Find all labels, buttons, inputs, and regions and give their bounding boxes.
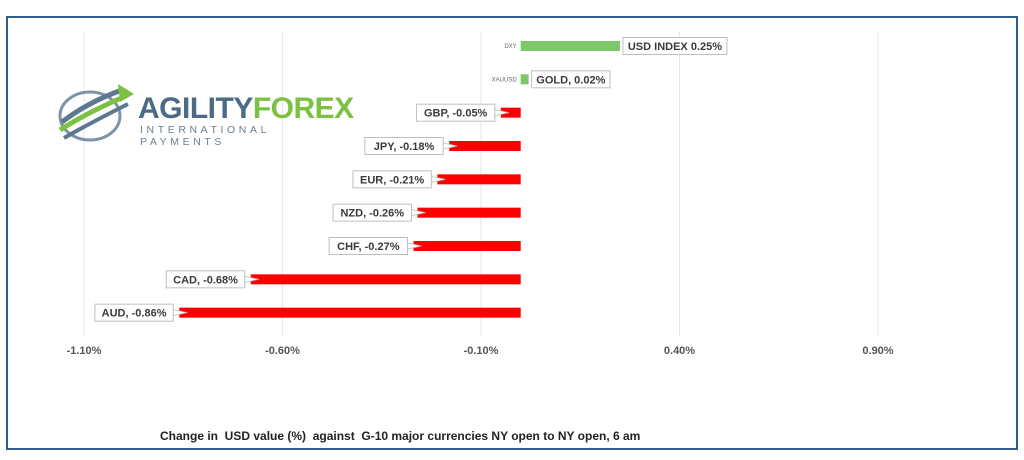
bar-chart: DXY USD INDEX 0.25% XAUUSD GOLD, 0.02% GBP, … xyxy=(67,32,894,357)
logo-wordmark: AGILITYFOREX xyxy=(138,92,354,125)
category-label: DXY xyxy=(504,44,516,50)
data-label: AUD, -0.86% xyxy=(102,308,167,320)
agility-forex-logo: AGILITYFOREX INTERNATIONAL PAYMENTS xyxy=(52,82,354,148)
bar-eur xyxy=(437,174,521,185)
x-tick-label: 0.40% xyxy=(664,345,695,357)
data-label: GBP, -0.05% xyxy=(424,108,488,120)
data-label-pointer xyxy=(411,209,426,217)
bar-gbp xyxy=(500,107,521,118)
data-label: JPY, -0.18% xyxy=(374,141,435,153)
x-axis-ticks: -1.10% -0.60% -0.10% 0.40% 0.90% xyxy=(67,345,894,357)
bar-dxy xyxy=(520,41,620,51)
data-label: EUR, -0.21% xyxy=(360,174,424,186)
chart-caption: Change in USD value (%) against G-10 maj… xyxy=(160,429,641,443)
bar-aud xyxy=(179,307,521,318)
globe-arrow-icon xyxy=(58,84,134,142)
logo-subtitle: INTERNATIONAL PAYMENTS xyxy=(140,124,270,148)
x-tick-label: -1.10% xyxy=(67,345,102,357)
bar-chf xyxy=(413,241,521,251)
category-label: XAUUSD xyxy=(492,77,518,83)
data-label-box xyxy=(531,70,611,89)
data-label-pointer xyxy=(172,309,188,317)
bars: DXY USD INDEX 0.25% XAUUSD GOLD, 0.02% GBP, … xyxy=(94,37,728,322)
bar-cad xyxy=(250,274,521,285)
bar-xauusd xyxy=(520,74,529,85)
data-label: GOLD, 0.02% xyxy=(536,74,605,86)
x-tick-label: -0.60% xyxy=(265,345,300,357)
bar-jpy xyxy=(449,141,521,151)
data-label: NZD, -0.26% xyxy=(340,208,404,220)
x-tick-label: 0.90% xyxy=(862,345,893,357)
data-label-pointer xyxy=(494,109,509,117)
data-label: CAD, -0.68% xyxy=(173,274,238,286)
x-tick-label: -0.10% xyxy=(464,345,499,357)
data-label: USD INDEX 0.25% xyxy=(628,41,722,53)
chart-frame: DXY USD INDEX 0.25% XAUUSD GOLD, 0.02% GBP, … xyxy=(6,16,1018,450)
data-label-box xyxy=(622,37,728,55)
data-label-pointer xyxy=(442,142,458,150)
data-label-pointer xyxy=(244,275,259,283)
data-label: CHF, -0.27% xyxy=(337,241,400,253)
data-label-pointer xyxy=(430,175,446,183)
bar-nzd xyxy=(417,207,521,218)
data-label-pointer xyxy=(407,242,422,250)
